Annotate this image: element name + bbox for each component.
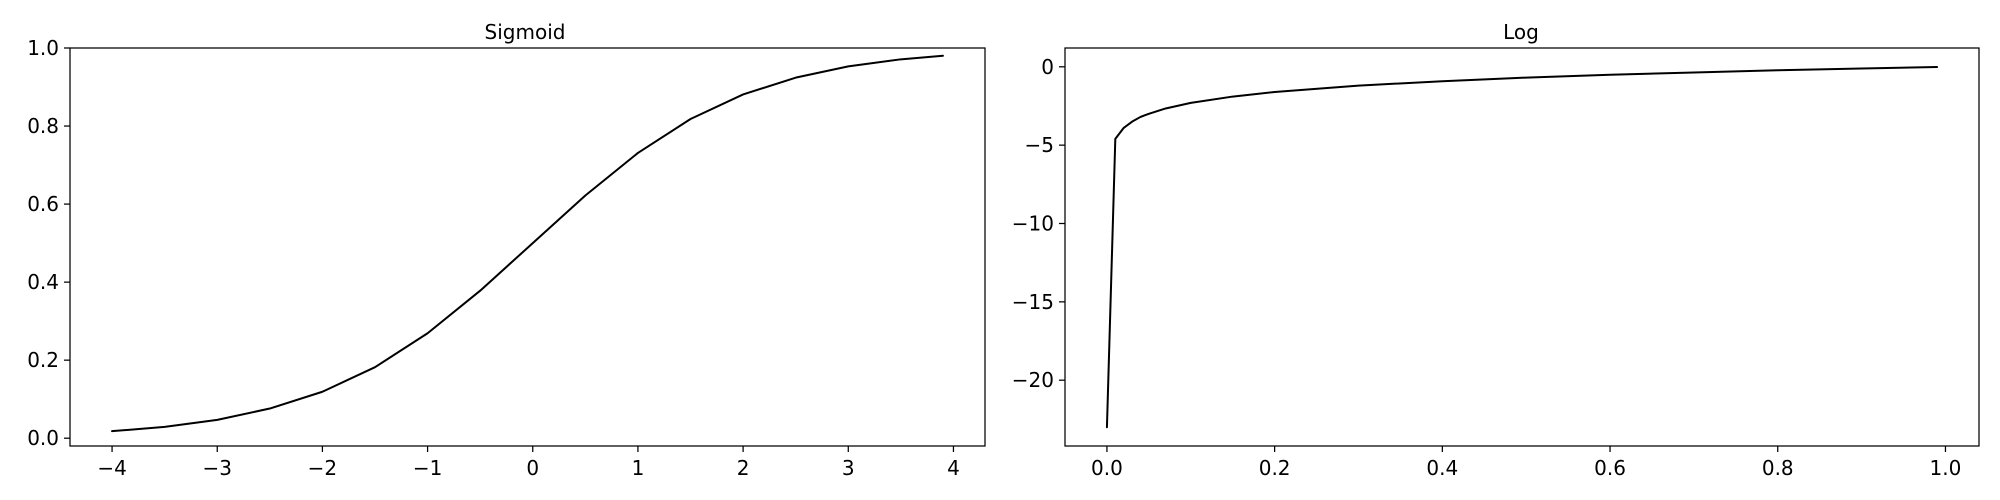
sigmoid-y-tick-label: 1.0 [27, 36, 59, 60]
sigmoid-chart-title: Sigmoid [485, 20, 566, 44]
log-x-tick-label: 0.0 [1091, 456, 1123, 480]
log-y-tick-label: −5 [1025, 133, 1054, 157]
log-x-tick-label: 0.8 [1762, 456, 1794, 480]
log-axes-frame [1064, 47, 1980, 447]
sigmoid-ticks: −4 −3 −2 −1 0 1 2 3 4 0.0 0.2 0.4 0.6 0.8 1.0 [27, 36, 960, 480]
sigmoid-x-tick-label: 3 [842, 456, 855, 480]
log-x-tick-label: 1.0 [1930, 456, 1962, 480]
log-x-tick-label: 0.2 [1259, 456, 1291, 480]
sigmoid-y-tick-label: 0.6 [27, 192, 59, 216]
log-x-tick-label: 0.6 [1594, 456, 1626, 480]
sigmoid-x-tick-label: 0 [526, 456, 539, 480]
log-x-tick-label: 0.4 [1426, 456, 1458, 480]
sigmoid-x-tick-label: −1 [413, 456, 442, 480]
sigmoid-y-tick-label: 0.8 [27, 114, 59, 138]
log-chart: Log 0.0 0.2 0.4 0.6 0.8 1.0 0 −5 −10 −15 −20 [1012, 20, 1980, 480]
log-y-tick-label: 0 [1041, 55, 1054, 79]
sigmoid-chart: Sigmoid −4 −3 −2 −1 0 1 2 3 4 0.0 0.2 0.4 0.6 0.8 1.0 [27, 20, 986, 480]
sigmoid-y-tick-label: 0.4 [27, 270, 59, 294]
sigmoid-axes-frame [69, 47, 986, 447]
sigmoid-y-tick-label: 0.2 [27, 348, 59, 372]
sigmoid-x-tick-label: 1 [632, 456, 645, 480]
sigmoid-lines [111, 54, 944, 433]
sigmoid-x-tick-label: −4 [97, 456, 126, 480]
sigmoid-x-tick-label: 2 [737, 456, 750, 480]
sigmoid-y-tick-label: 0.0 [27, 426, 59, 450]
log-y-tick-label: −15 [1012, 290, 1054, 314]
log-curve-line [1105, 65, 1939, 429]
sigmoid-curve-line [111, 54, 944, 433]
sigmoid-x-tick-label: −3 [202, 456, 231, 480]
log-ticks: 0.0 0.2 0.4 0.6 0.8 1.0 0 −5 −10 −15 −20 [1012, 55, 1962, 480]
log-y-tick-label: −20 [1012, 368, 1054, 392]
log-y-tick-label: −10 [1012, 211, 1054, 235]
sigmoid-x-tick-label: −2 [308, 456, 337, 480]
log-lines [1105, 65, 1939, 429]
log-chart-title: Log [1503, 20, 1539, 44]
sigmoid-x-tick-label: 4 [947, 456, 960, 480]
